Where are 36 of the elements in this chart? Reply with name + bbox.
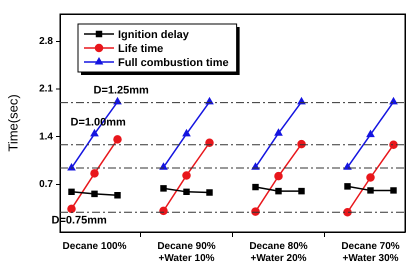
point (90, 169, 99, 178)
point (252, 184, 259, 190)
x-tick-label: Decane 90% +Water 10% (157, 240, 216, 264)
annotation: D=1.25mm (94, 84, 150, 96)
point (367, 187, 374, 194)
point (91, 190, 98, 198)
point (275, 188, 282, 194)
y-tick-label: 1.4 (39, 131, 54, 142)
point (366, 130, 374, 138)
point (182, 171, 191, 180)
legend-label: Ignition delay (118, 29, 190, 42)
y-tick-label: 2.8 (39, 36, 54, 47)
point (298, 188, 305, 194)
point (206, 189, 213, 196)
point (182, 130, 190, 136)
point (389, 140, 398, 150)
point (366, 173, 375, 182)
legend-label: Life time (118, 43, 164, 56)
y-axis-title: Time(sec) (5, 94, 20, 152)
x-tick-label: Decane 70% +Water 30% (341, 240, 400, 264)
x-tick-label: Decane 80% +Water 20% (249, 240, 308, 264)
y-tick-label: 0.7 (39, 179, 54, 190)
point (90, 130, 98, 136)
y-tick-label: 2.1 (39, 84, 54, 95)
point (68, 188, 75, 196)
point (274, 128, 282, 136)
point (274, 172, 283, 180)
x-tick-label: Decane 100% (62, 240, 127, 252)
legend-label: Full combustion time (118, 57, 229, 70)
point (183, 188, 190, 196)
point (67, 204, 76, 214)
point (390, 187, 397, 194)
point (113, 135, 122, 144)
point (160, 185, 167, 192)
point (114, 192, 121, 198)
point (344, 183, 351, 190)
